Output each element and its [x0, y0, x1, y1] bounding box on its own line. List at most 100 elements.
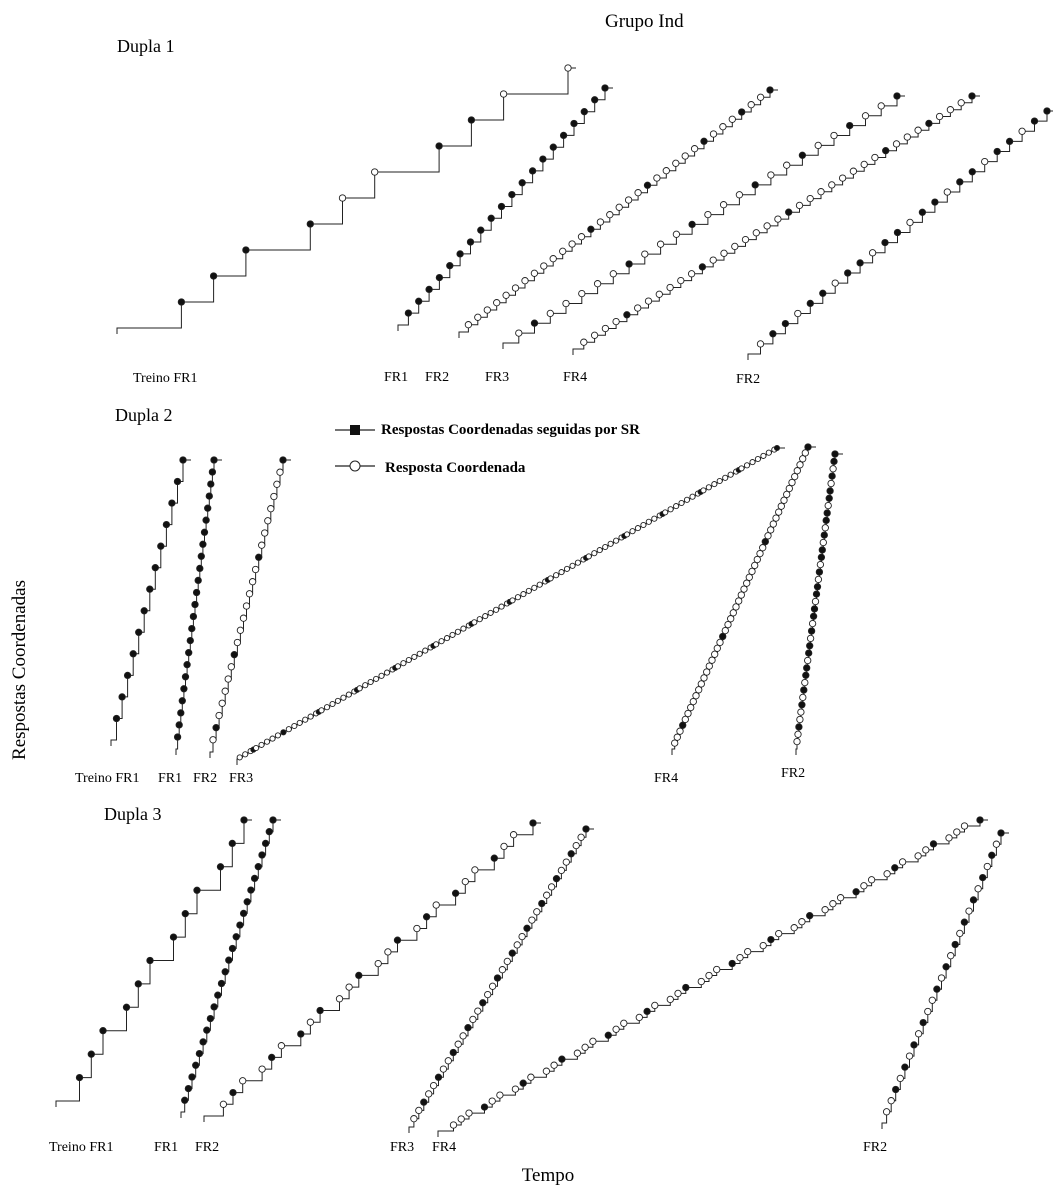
- reinforced-response-marker: [134, 980, 142, 988]
- unreinforced-response-marker: [609, 270, 617, 278]
- record-label-dupla-3-5: FR4: [432, 1140, 456, 1155]
- reinforced-response-marker: [806, 642, 814, 650]
- unreinforced-response-marker: [242, 602, 251, 610]
- legend: Respostas Coordenadas seguidas por SR Re…: [335, 422, 640, 476]
- reinforced-response-marker: [208, 468, 217, 476]
- unreinforced-response-marker: [277, 1042, 286, 1050]
- unreinforced-response-marker: [836, 894, 845, 902]
- unreinforced-response-marker: [274, 732, 281, 739]
- unreinforced-response-marker: [772, 514, 780, 522]
- unreinforced-response-marker: [727, 471, 734, 478]
- unreinforced-response-marker: [623, 531, 631, 538]
- record-line-dupla-3-6: [881, 832, 1009, 1129]
- reinforced-response-marker: [769, 330, 777, 338]
- reinforced-response-marker: [929, 840, 938, 848]
- reinforced-response-marker: [466, 238, 475, 246]
- unreinforced-response-marker: [756, 340, 765, 348]
- reinforced-response-marker: [135, 628, 143, 636]
- legend-marker-reinforced: [350, 425, 360, 435]
- reinforced-response-marker: [192, 1061, 200, 1069]
- unreinforced-response-marker: [471, 866, 479, 874]
- unreinforced-response-marker: [992, 840, 1001, 848]
- reinforced-response-marker: [807, 627, 816, 635]
- legend-marker-unreinforced: [349, 460, 361, 472]
- unreinforced-response-marker: [806, 194, 814, 203]
- unreinforced-response-marker: [634, 304, 642, 312]
- unreinforced-response-marker: [306, 1018, 315, 1026]
- unreinforced-response-marker: [801, 678, 809, 687]
- unreinforced-response-marker: [591, 550, 598, 557]
- reinforced-response-marker: [519, 1079, 527, 1087]
- unreinforced-response-marker: [769, 520, 777, 528]
- unreinforced-response-marker: [264, 517, 272, 525]
- unreinforced-response-marker: [667, 506, 674, 513]
- reinforced-response-marker: [700, 137, 708, 145]
- unreinforced-response-marker: [705, 971, 713, 980]
- reinforced-response-marker: [901, 1063, 909, 1071]
- record-label-dupla-3-6: FR2: [863, 1140, 887, 1155]
- unreinforced-response-marker: [785, 484, 793, 493]
- unreinforced-response-marker: [871, 153, 879, 162]
- unreinforced-response-marker: [672, 159, 680, 167]
- unreinforced-response-marker: [799, 455, 807, 463]
- unreinforced-response-marker: [662, 509, 669, 516]
- record-line-dupla-2-4: [236, 447, 785, 765]
- unreinforced-response-marker: [666, 995, 674, 1004]
- unreinforced-response-marker: [808, 619, 817, 628]
- unreinforced-response-marker: [924, 1007, 932, 1016]
- reinforced-response-marker: [822, 516, 830, 525]
- unreinforced-response-marker: [620, 1019, 628, 1027]
- reinforced-response-marker: [225, 956, 233, 964]
- unreinforced-response-marker: [415, 1106, 423, 1115]
- reinforced-response-marker: [393, 936, 402, 944]
- unreinforced-response-marker: [263, 738, 271, 745]
- unreinforced-response-marker: [267, 505, 275, 513]
- reinforced-response-marker: [719, 632, 727, 641]
- reinforced-response-marker: [420, 1098, 428, 1106]
- unreinforced-response-marker: [759, 941, 767, 950]
- reinforced-response-marker: [200, 528, 209, 536]
- reinforced-response-marker: [781, 319, 790, 328]
- unreinforced-response-marker: [400, 660, 407, 667]
- unreinforced-response-marker: [221, 687, 229, 695]
- unreinforced-response-marker: [573, 1049, 582, 1057]
- unreinforced-response-marker: [716, 477, 723, 485]
- unreinforced-response-marker: [957, 99, 965, 107]
- unreinforced-response-marker: [741, 235, 750, 244]
- reinforced-response-marker: [508, 190, 516, 199]
- unreinforced-response-marker: [613, 537, 620, 544]
- unreinforced-response-marker: [666, 283, 674, 292]
- unreinforced-response-marker: [709, 256, 717, 264]
- unreinforced-response-marker: [439, 1065, 448, 1073]
- unreinforced-response-marker: [722, 474, 729, 481]
- reinforced-response-marker: [183, 661, 191, 669]
- unreinforced-response-marker: [749, 459, 756, 466]
- reinforced-response-marker: [960, 918, 969, 926]
- unreinforced-response-marker: [345, 691, 352, 698]
- reinforced-response-marker: [210, 1003, 218, 1011]
- unreinforced-response-marker: [655, 290, 663, 298]
- unreinforced-response-marker: [798, 918, 806, 926]
- unreinforced-response-marker: [689, 697, 697, 706]
- reinforced-response-marker: [582, 825, 590, 833]
- unreinforced-response-marker: [302, 716, 309, 723]
- reinforced-response-marker: [997, 829, 1005, 837]
- reinforced-response-marker: [538, 899, 546, 908]
- unreinforced-response-marker: [367, 678, 374, 686]
- unreinforced-response-marker: [868, 249, 877, 257]
- unreinforced-response-marker: [487, 609, 494, 616]
- reinforced-response-marker: [258, 851, 266, 859]
- reinforced-response-marker: [435, 273, 444, 282]
- unreinforced-response-marker: [464, 321, 473, 329]
- unreinforced-response-marker: [767, 171, 775, 179]
- unreinforced-response-marker: [790, 924, 798, 932]
- unreinforced-response-marker: [867, 876, 876, 884]
- unreinforced-response-marker: [799, 693, 807, 702]
- reinforced-response-marker: [951, 940, 959, 949]
- unreinforced-response-marker: [394, 663, 401, 670]
- unreinforced-response-marker: [543, 891, 551, 899]
- unreinforced-response-marker: [563, 565, 571, 572]
- reinforced-response-marker: [199, 540, 207, 548]
- reinforced-response-marker: [178, 697, 186, 705]
- unreinforced-response-marker: [801, 449, 809, 457]
